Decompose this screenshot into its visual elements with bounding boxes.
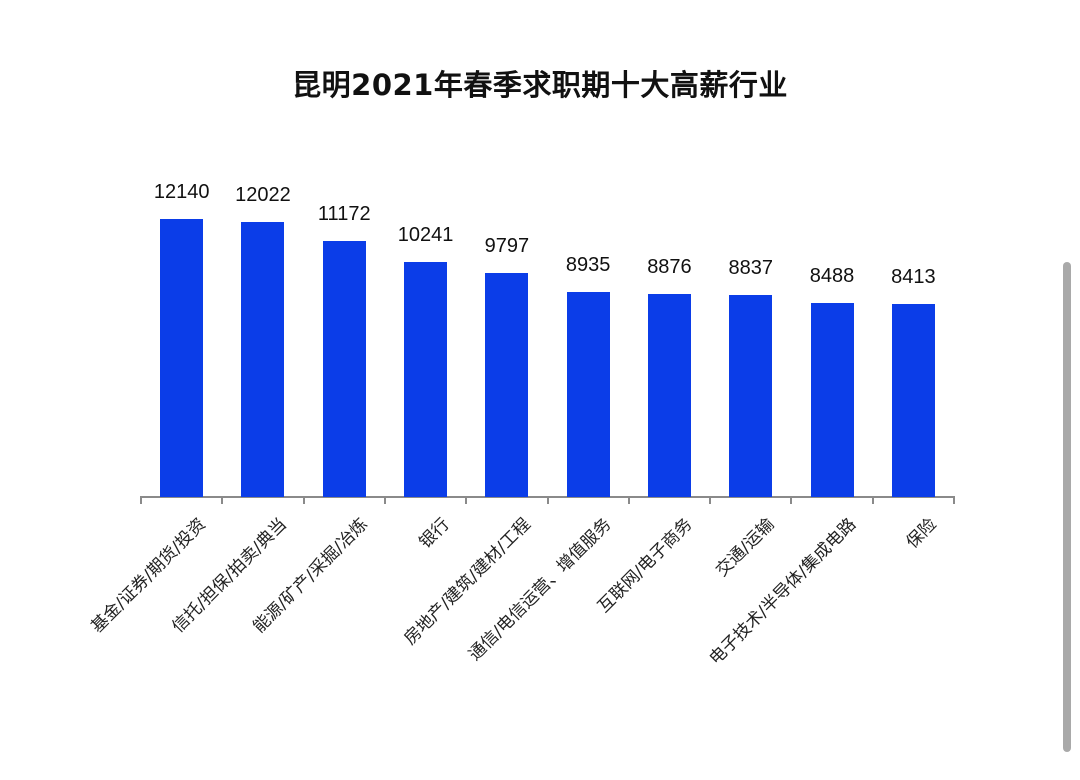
bar	[729, 294, 773, 497]
x-tick-label: 银行	[415, 514, 454, 553]
bar	[322, 241, 366, 497]
data-label: 12022	[235, 183, 291, 206]
x-axis-tick	[546, 496, 549, 504]
data-label: 8837	[728, 256, 774, 279]
bar	[566, 292, 610, 497]
data-label: 9797	[484, 234, 530, 257]
x-tick-label: 保险	[902, 514, 942, 553]
x-axis-tick	[221, 496, 224, 504]
x-axis-tick	[790, 496, 793, 504]
x-tick-label: 交通/运输	[711, 514, 779, 581]
data-label: 8935	[565, 254, 611, 277]
bar	[891, 304, 935, 497]
chart-title: 昆明2021年春季求职期十大高薪行业	[292, 68, 788, 102]
x-axis-tick	[383, 496, 386, 504]
data-label: 8488	[809, 264, 855, 287]
data-label: 10241	[397, 224, 454, 247]
x-axis-tick	[140, 496, 142, 504]
data-label: 8413	[891, 266, 936, 289]
x-axis-tick	[302, 496, 305, 504]
x-axis-tick	[465, 496, 468, 504]
x-tick-label: 通信/电信运营、增值服务	[465, 514, 616, 665]
x-axis-tick	[709, 496, 712, 504]
bar	[404, 262, 448, 497]
bar	[810, 302, 854, 497]
x-axis-tick	[953, 496, 955, 504]
x-tick-label: 电子技术/半导体/集成电路	[705, 514, 861, 670]
x-axis-tick	[627, 496, 630, 504]
bar	[647, 293, 691, 497]
bar	[241, 221, 285, 497]
vertical-scrollbar[interactable]	[1063, 262, 1071, 752]
data-label: 8876	[647, 255, 692, 278]
x-axis-tick	[871, 496, 874, 504]
data-label: 12140	[153, 181, 210, 203]
bar	[485, 272, 529, 497]
bar	[160, 219, 204, 497]
data-label: 11172	[317, 203, 371, 226]
